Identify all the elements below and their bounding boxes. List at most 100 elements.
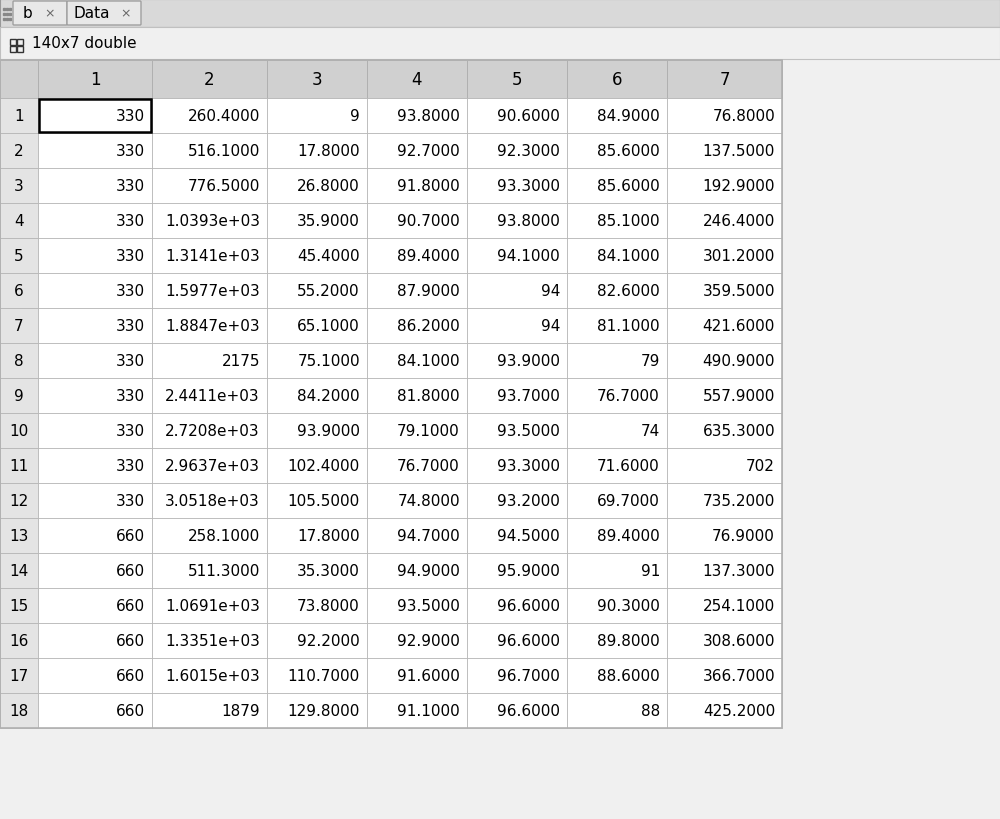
Text: 93.5000: 93.5000 (497, 423, 560, 438)
Text: 105.5000: 105.5000 (288, 493, 360, 509)
Text: 76.8000: 76.8000 (712, 109, 775, 124)
Bar (367, 658, 467, 693)
Bar (0, 28, 1000, 60)
Bar (152, 414, 267, 449)
Bar (567, 169, 667, 204)
Text: 93.2000: 93.2000 (497, 493, 560, 509)
Text: 18: 18 (9, 704, 29, 718)
Bar (267, 414, 367, 449)
Bar (267, 274, 367, 309)
Bar (367, 414, 467, 449)
Bar (152, 554, 267, 588)
Text: 14: 14 (9, 563, 29, 578)
Text: 301.2000: 301.2000 (703, 249, 775, 264)
Text: 79.1000: 79.1000 (397, 423, 460, 438)
Bar (467, 309, 567, 344)
Text: 17: 17 (9, 668, 29, 683)
Bar (367, 518, 467, 554)
Text: ×: × (121, 7, 131, 20)
Bar (567, 623, 667, 658)
Bar (467, 414, 567, 449)
Text: 89.8000: 89.8000 (597, 633, 660, 648)
Bar (367, 623, 467, 658)
Bar (667, 518, 782, 554)
Bar (267, 449, 367, 483)
Text: 13: 13 (9, 528, 29, 543)
Text: 359.5000: 359.5000 (702, 283, 775, 299)
Bar (0, 554, 38, 588)
Bar (38, 449, 152, 483)
Bar (667, 378, 782, 414)
Bar (152, 344, 267, 378)
Bar (0, 483, 38, 518)
Text: 94.1000: 94.1000 (497, 249, 560, 264)
Text: 76.7000: 76.7000 (397, 459, 460, 473)
Bar (38, 238, 152, 274)
Text: 82.6000: 82.6000 (597, 283, 660, 299)
Bar (567, 309, 667, 344)
Text: 26.8000: 26.8000 (297, 179, 360, 194)
Text: 94: 94 (541, 283, 560, 299)
Text: 69.7000: 69.7000 (597, 493, 660, 509)
Text: 425.2000: 425.2000 (703, 704, 775, 718)
Bar (467, 449, 567, 483)
Bar (38, 483, 152, 518)
Text: 2: 2 (204, 71, 215, 89)
Text: 90.3000: 90.3000 (597, 598, 660, 613)
Text: 94: 94 (541, 319, 560, 333)
Bar (567, 61, 667, 99)
Bar (467, 658, 567, 693)
Text: 330: 330 (116, 109, 145, 124)
Bar (667, 99, 782, 133)
Bar (38, 623, 152, 658)
Bar (0, 0, 1000, 28)
Bar (467, 483, 567, 518)
Bar (567, 658, 667, 693)
Bar (367, 693, 467, 728)
Bar (38, 204, 152, 238)
Text: 1.6015e+03: 1.6015e+03 (165, 668, 260, 683)
Text: 308.6000: 308.6000 (702, 633, 775, 648)
Text: 96.7000: 96.7000 (497, 668, 560, 683)
Bar (567, 378, 667, 414)
Text: 2175: 2175 (222, 354, 260, 369)
Text: 660: 660 (116, 598, 145, 613)
Text: 330: 330 (116, 493, 145, 509)
Text: 660: 660 (116, 563, 145, 578)
Text: 1.8847e+03: 1.8847e+03 (165, 319, 260, 333)
Text: 85.6000: 85.6000 (597, 179, 660, 194)
Bar (667, 238, 782, 274)
Bar (467, 378, 567, 414)
Text: 88.6000: 88.6000 (597, 668, 660, 683)
Text: 511.3000: 511.3000 (188, 563, 260, 578)
Text: 10: 10 (9, 423, 29, 438)
Text: 12: 12 (9, 493, 29, 509)
Text: 89.4000: 89.4000 (397, 249, 460, 264)
Text: 2.4411e+03: 2.4411e+03 (165, 388, 260, 404)
Bar (667, 449, 782, 483)
Bar (467, 169, 567, 204)
Text: 2: 2 (14, 144, 24, 159)
Bar (38, 133, 152, 169)
Bar (367, 204, 467, 238)
Text: 635.3000: 635.3000 (702, 423, 775, 438)
Bar (667, 169, 782, 204)
Bar (152, 588, 267, 623)
Text: 330: 330 (116, 354, 145, 369)
Text: 660: 660 (116, 668, 145, 683)
Bar (152, 378, 267, 414)
Bar (38, 344, 152, 378)
Text: 702: 702 (746, 459, 775, 473)
Bar (367, 274, 467, 309)
Bar (467, 204, 567, 238)
Text: 76.9000: 76.9000 (712, 528, 775, 543)
Bar (152, 449, 267, 483)
Text: 366.7000: 366.7000 (702, 668, 775, 683)
Text: 73.8000: 73.8000 (297, 598, 360, 613)
Bar (667, 483, 782, 518)
Text: 85.6000: 85.6000 (597, 144, 660, 159)
Text: 8: 8 (14, 354, 24, 369)
Bar (367, 554, 467, 588)
Bar (10, 47, 16, 53)
Bar (0, 99, 38, 133)
